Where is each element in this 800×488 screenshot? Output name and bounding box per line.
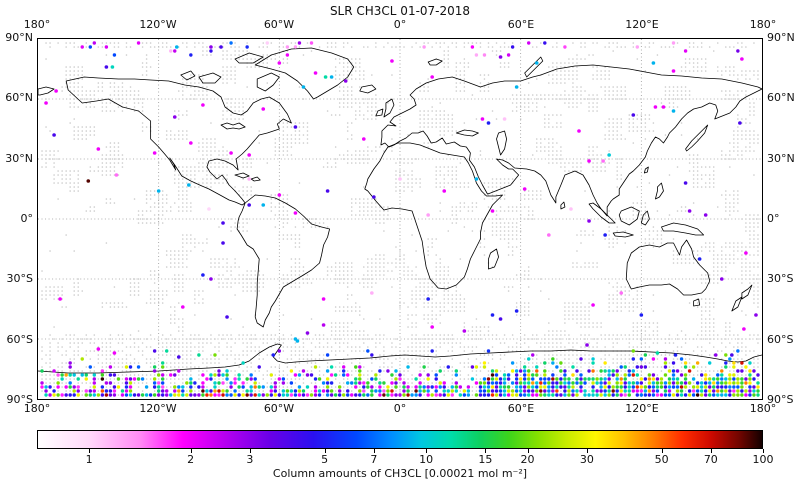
lon-tick-label-top: 180° [749, 18, 777, 31]
world-map [38, 39, 762, 399]
coastline-new-guinea [661, 222, 705, 236]
coastline-black-sea [455, 129, 479, 137]
colorbar-tickmark [426, 449, 428, 453]
lon-tick-label-bottom: 120°W [139, 402, 177, 415]
coastline-cuba [234, 172, 250, 179]
lon-tick-label-bottom: 180° [23, 402, 51, 415]
lon-tick-label-top: 180° [23, 18, 51, 31]
coastline-philippines [655, 182, 664, 200]
colorbar-tickmark [190, 449, 192, 453]
coastline-japan [685, 124, 709, 152]
lat-tick-label-right: 0° [767, 212, 780, 225]
coastline-baffin-island [256, 72, 280, 92]
colorbar-tickmark [710, 449, 712, 453]
lat-tick-label-right: 60°S [767, 332, 794, 346]
colorbar-tick-label: 20 [520, 453, 535, 466]
colorbar-tick-label: 3 [246, 453, 254, 466]
coastline-south-america [236, 194, 331, 328]
lon-tick-label-bottom: 180° [749, 402, 777, 415]
coastline-java [612, 231, 634, 238]
coastline-banks-island [180, 70, 196, 81]
colorbar-tickmark [586, 449, 588, 453]
coastline-antarctica [38, 343, 762, 374]
colorbar-tickmark [324, 449, 326, 453]
lat-tick-label-left: 60°N [5, 91, 33, 105]
colorbar-tick-label: 70 [703, 453, 718, 466]
lat-tick-label-left: 30°N [5, 151, 33, 165]
colorbar-tickmark [763, 449, 764, 453]
coastline-chukotka-west-edge [38, 86, 55, 96]
colorbar-tick-label: 30 [579, 453, 594, 466]
colorbar-tick-label: 15 [478, 453, 493, 466]
lon-tick-label-bottom: 60°E [507, 402, 535, 415]
colorbar-tick-label: 50 [654, 453, 669, 466]
colorbar-tickmark [249, 449, 251, 453]
coastline-tasmania [693, 298, 701, 307]
coastline-caspian-sea [496, 130, 507, 156]
lat-tick-label-right: 60°N [767, 91, 795, 105]
lat-tick-label-right: 30°N [767, 151, 795, 165]
colorbar-tickmark [89, 449, 91, 453]
lat-tick-label-right: 90°N [767, 31, 795, 44]
coastline-africa [364, 142, 503, 290]
coastline-svalbard [427, 58, 443, 66]
coastline-greenland [254, 47, 355, 100]
lat-tick-label-left: 60°S [6, 332, 33, 346]
coastlines [38, 47, 762, 374]
colorbar-label: Column amounts of CH3CL [0.00021 mol m⁻²… [272, 467, 528, 480]
coastline-iceland [359, 84, 377, 94]
lon-tick-label-bottom: 120°E [625, 402, 659, 415]
coastline-madagascar [488, 248, 499, 270]
coastline-new-zealand-north [741, 284, 753, 300]
coastline-north-america [65, 76, 292, 206]
lon-tick-label-top: 120°E [625, 18, 659, 31]
coastline-ellesmere-island [234, 52, 264, 64]
coastline-australia [625, 239, 711, 296]
colorbar-tick-label: 100 [752, 453, 774, 466]
coastline-eurasia [380, 64, 762, 217]
lon-tick-label-top: 60°E [507, 18, 535, 31]
coastline-britain [383, 98, 395, 118]
lon-tick-label-bottom: 0° [393, 402, 407, 415]
coastline-sumatra [588, 202, 616, 224]
colorbar-tick-label: 2 [187, 453, 195, 466]
colorbar-tick-label: 1 [85, 453, 93, 466]
lat-tick-label-left: 90°S [6, 393, 33, 406]
colorbar-tickmark [527, 449, 529, 453]
colorbar-tick-label: 5 [321, 453, 329, 466]
data-scatter-points [40, 41, 760, 397]
coastline-hispaniola [250, 176, 261, 182]
chart-title: SLR CH3CL 01-07-2018 [329, 4, 471, 18]
colorbar-tickmark [661, 449, 663, 453]
coastline-sri-lanka [560, 201, 566, 210]
lat-tick-label-left: 90°N [5, 31, 33, 44]
coastline-victoria-island [198, 72, 222, 84]
lon-tick-label-top: 0° [393, 18, 407, 31]
lon-tick-label-top: 60°W [263, 18, 295, 31]
lon-tick-label-bottom: 60°W [263, 402, 295, 415]
map-plot-area [37, 38, 763, 400]
colorbar-tick-label: 7 [370, 453, 378, 466]
lat-tick-label-right: 90°S [767, 393, 794, 406]
coastline-borneo [618, 206, 640, 226]
coastline-great-lakes [220, 122, 246, 130]
colorbar [37, 430, 763, 449]
colorbar-tickmark [373, 449, 375, 453]
coastline-novaya-zemlya [524, 56, 544, 78]
lat-tick-label-left: 0° [20, 212, 34, 225]
coastline-sulawesi [640, 210, 650, 226]
colorbar-tick-label: 10 [419, 453, 434, 466]
colorbar-tickmark [485, 449, 487, 453]
lat-tick-label-right: 30°S [767, 272, 794, 286]
lon-tick-label-top: 120°W [139, 18, 177, 31]
coastline-ireland [375, 108, 384, 117]
coastline-taiwan [643, 166, 649, 174]
coastline-new-zealand-south [731, 296, 743, 312]
lat-tick-label-left: 30°S [6, 272, 33, 286]
